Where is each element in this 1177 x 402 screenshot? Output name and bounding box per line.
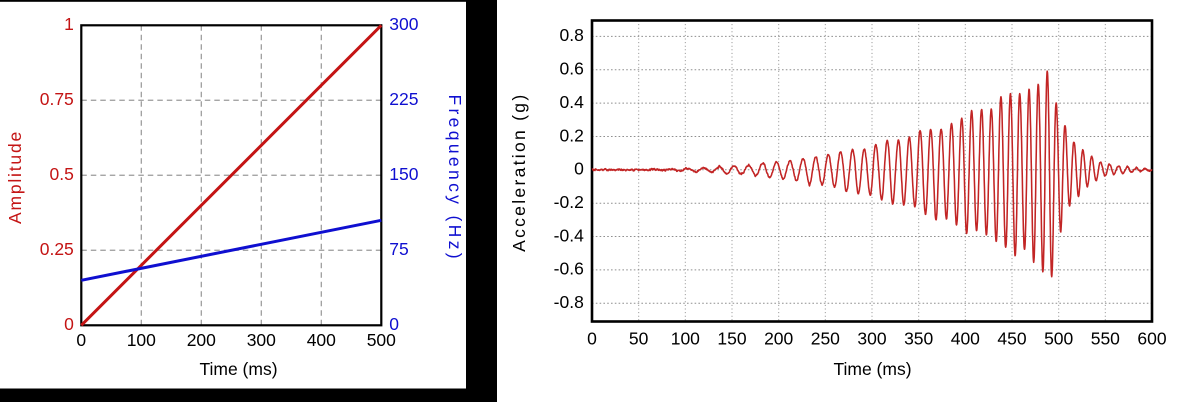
svg-text:0.75: 0.75 [40, 89, 74, 109]
svg-text:0.8: 0.8 [559, 25, 583, 45]
svg-text:0: 0 [64, 314, 74, 334]
svg-text:Acceleration (g): Acceleration (g) [509, 93, 529, 252]
svg-text:0: 0 [389, 314, 399, 334]
svg-text:500: 500 [367, 330, 396, 350]
svg-text:0.4: 0.4 [559, 92, 584, 112]
svg-text:400: 400 [951, 328, 980, 348]
svg-text:Time (ms): Time (ms) [199, 359, 277, 379]
svg-text:-0.4: -0.4 [554, 225, 584, 245]
svg-text:100: 100 [671, 328, 700, 348]
svg-text:Amplitude: Amplitude [5, 130, 25, 224]
svg-text:200: 200 [764, 328, 793, 348]
svg-text:300: 300 [247, 330, 276, 350]
svg-text:0.2: 0.2 [559, 125, 583, 145]
svg-text:225: 225 [389, 89, 418, 109]
svg-text:-0.6: -0.6 [554, 259, 584, 279]
svg-text:-0.2: -0.2 [554, 192, 584, 212]
svg-text:1: 1 [64, 14, 74, 34]
svg-text:300: 300 [857, 328, 886, 348]
svg-text:75: 75 [389, 239, 408, 259]
svg-text:200: 200 [187, 330, 216, 350]
svg-text:250: 250 [811, 328, 840, 348]
svg-text:Time (ms): Time (ms) [833, 359, 911, 379]
svg-text:0: 0 [587, 328, 597, 348]
svg-text:450: 450 [997, 328, 1026, 348]
svg-text:500: 500 [1044, 328, 1073, 348]
svg-text:400: 400 [307, 330, 336, 350]
svg-text:550: 550 [1091, 328, 1120, 348]
svg-text:0.5: 0.5 [49, 164, 73, 184]
svg-text:0: 0 [76, 330, 86, 350]
svg-text:100: 100 [127, 330, 156, 350]
svg-text:150: 150 [717, 328, 746, 348]
svg-text:300: 300 [389, 14, 418, 34]
svg-text:50: 50 [629, 328, 649, 348]
svg-text:350: 350 [904, 328, 933, 348]
svg-text:-0.8: -0.8 [554, 292, 584, 312]
svg-text:0.6: 0.6 [559, 59, 583, 79]
svg-text:150: 150 [389, 164, 418, 184]
svg-text:0.25: 0.25 [40, 239, 74, 259]
svg-text:600: 600 [1137, 328, 1166, 348]
svg-text:0: 0 [574, 159, 584, 179]
svg-text:Frequency (Hz): Frequency (Hz) [445, 94, 465, 262]
